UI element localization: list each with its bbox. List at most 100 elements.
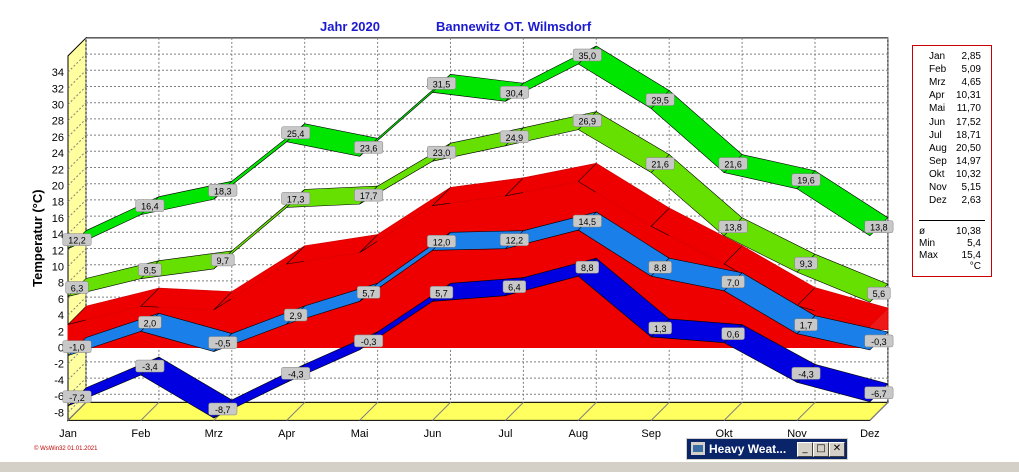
legend-value: 10,32	[955, 168, 981, 180]
data-label-text: 24,9	[506, 133, 524, 143]
x-tick-label: Feb	[131, 428, 150, 440]
data-label-box	[427, 235, 456, 248]
legend-month: Feb	[929, 64, 947, 76]
legend-unit-row: °C	[913, 261, 991, 273]
x-tick-label: Aug	[569, 428, 589, 440]
legend-month: Mrz	[929, 77, 946, 89]
maximize-button[interactable]: □	[813, 442, 829, 457]
legend-value: 4,65	[961, 77, 981, 89]
data-label-box	[794, 318, 818, 331]
data-label-box	[718, 157, 748, 170]
data-label-text: 6,3	[71, 283, 84, 293]
data-label-text: 7,0	[727, 278, 740, 288]
floor-gridline	[869, 402, 889, 421]
legend-row: Jun 17,52	[913, 117, 991, 129]
data-label-box	[62, 390, 92, 404]
legend-month: Aug	[929, 142, 947, 154]
y-tick-label: 0	[58, 343, 64, 355]
data-label-box	[65, 281, 89, 294]
data-label: 6,3	[65, 281, 89, 294]
monthly-mean-legend: Jan 2,85 Feb 5,09 Mrz 4,65 Apr 10,31 Mai 11,70 Jun…	[912, 45, 992, 277]
y-tick-label: 14	[52, 229, 64, 241]
data-label: 8,5	[138, 263, 162, 276]
wall-gridline	[67, 167, 87, 186]
data-label-box	[208, 336, 238, 349]
data-label-text: 9,3	[800, 259, 813, 269]
data-label: 7,0	[721, 275, 745, 289]
chart-year-title: Jahr 2020	[320, 19, 380, 34]
data-label-box	[138, 263, 162, 276]
data-label: 21,6	[645, 157, 675, 170]
legend-row: Feb 5,09	[913, 64, 991, 76]
y-tick-label: 10	[52, 262, 64, 274]
data-label-box	[281, 367, 311, 380]
chart-data-labels: 12,2 16,4 18,3 25,4 23,6 31,5 30,4 35,0 29,5 21,6…	[62, 48, 894, 416]
y-axis-title: Temperatur (°C)	[30, 189, 45, 286]
data-label: -4,3	[281, 367, 311, 380]
data-label-text: 16,4	[141, 202, 159, 212]
data-label-text: -1,0	[69, 343, 85, 353]
wall-gridline	[67, 264, 87, 284]
wall-gridline	[67, 53, 87, 73]
data-label-box	[208, 402, 238, 416]
data-label: 2,0	[138, 316, 162, 329]
legend-value: 2,85	[961, 51, 981, 62]
data-label-text: 19,6	[797, 176, 815, 186]
data-label-box	[135, 199, 165, 212]
data-label-text: -0,5	[215, 339, 231, 349]
data-label-text: 35,0	[579, 51, 597, 61]
data-label-box	[429, 286, 454, 299]
x-tick-label: Mrz	[205, 428, 223, 440]
wall-gridline	[67, 183, 87, 203]
data-label-text: 14,5	[579, 217, 597, 227]
data-label-text: 18,3	[214, 186, 232, 196]
y-tick-label: 22	[52, 164, 64, 176]
data-label-box	[62, 233, 92, 246]
data-label-text: 9,7	[217, 256, 230, 266]
floor-gridline	[67, 402, 87, 421]
data-label-text: -0,3	[871, 337, 887, 347]
legend-month: Jul	[929, 129, 942, 141]
data-label: 25,4	[281, 126, 311, 140]
data-label-text: 17,3	[287, 194, 305, 204]
data-label-box	[354, 334, 384, 348]
taskbar-window-button[interactable]: Heavy Weat... _ □ ✕	[686, 438, 848, 460]
data-label-text: -8,7	[215, 405, 231, 415]
y-tick-label: 30	[52, 100, 64, 112]
y-tick-label: -6	[54, 391, 64, 403]
y-tick-label: 16	[52, 213, 64, 225]
x-tick-label: Okt	[716, 428, 733, 440]
data-label-text: 25,4	[287, 129, 305, 139]
data-label: 14,5	[572, 214, 602, 228]
data-label-box	[718, 220, 748, 233]
chart-axes: -8-6-4-20246810121416182022242628303234J…	[30, 67, 880, 440]
y-tick-label: 18	[52, 197, 64, 209]
data-label: 21,6	[718, 157, 748, 170]
wall-gridline	[67, 150, 87, 170]
data-label-text: -4,3	[288, 369, 304, 379]
y-tick-label: 28	[52, 116, 64, 128]
floor-gridline	[723, 402, 743, 421]
data-label-box	[721, 327, 745, 340]
data-label: -6,7	[864, 386, 894, 400]
y-tick-label: 20	[52, 181, 64, 193]
data-label: -4,3	[791, 367, 821, 380]
data-label-text: 12,0	[433, 237, 451, 247]
y-tick-label: 32	[52, 83, 64, 95]
data-label: 23,0	[427, 145, 456, 159]
legend-stat-row: ø 10,38	[913, 226, 991, 238]
legend-value: 14,97	[955, 155, 981, 167]
legend-value: 20,50	[955, 142, 981, 154]
minimize-button[interactable]: _	[797, 442, 813, 457]
legend-value: 17,52	[955, 116, 981, 128]
data-label-text: -7,2	[69, 393, 85, 403]
data-label: 17,7	[354, 188, 384, 202]
legend-month: Apr	[929, 90, 945, 102]
floor-gridline	[577, 402, 597, 421]
data-label-text: 23,6	[360, 143, 378, 153]
close-button[interactable]: ✕	[829, 442, 845, 457]
wall-gridline	[67, 199, 87, 219]
data-label: 30,4	[499, 86, 529, 99]
data-label-box	[864, 334, 894, 348]
